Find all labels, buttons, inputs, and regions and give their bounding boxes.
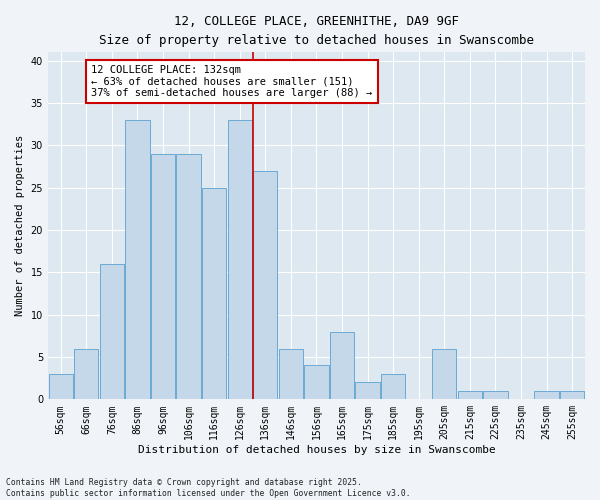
Bar: [74, 348, 98, 400]
Bar: [176, 154, 201, 400]
Bar: [304, 366, 329, 400]
Bar: [125, 120, 149, 400]
Bar: [484, 391, 508, 400]
Bar: [279, 348, 303, 400]
Bar: [381, 374, 406, 400]
Bar: [151, 154, 175, 400]
Bar: [560, 391, 584, 400]
Text: 12 COLLEGE PLACE: 132sqm
← 63% of detached houses are smaller (151)
37% of semi-: 12 COLLEGE PLACE: 132sqm ← 63% of detach…: [91, 65, 373, 98]
Bar: [202, 188, 226, 400]
Bar: [535, 391, 559, 400]
Title: 12, COLLEGE PLACE, GREENHITHE, DA9 9GF
Size of property relative to detached hou: 12, COLLEGE PLACE, GREENHITHE, DA9 9GF S…: [99, 15, 534, 47]
Bar: [330, 332, 354, 400]
Bar: [49, 374, 73, 400]
Bar: [432, 348, 457, 400]
X-axis label: Distribution of detached houses by size in Swanscombe: Distribution of detached houses by size …: [137, 445, 496, 455]
Bar: [227, 120, 252, 400]
Bar: [253, 171, 277, 400]
Bar: [355, 382, 380, 400]
Y-axis label: Number of detached properties: Number of detached properties: [15, 135, 25, 316]
Text: Contains HM Land Registry data © Crown copyright and database right 2025.
Contai: Contains HM Land Registry data © Crown c…: [6, 478, 410, 498]
Bar: [458, 391, 482, 400]
Bar: [100, 264, 124, 400]
